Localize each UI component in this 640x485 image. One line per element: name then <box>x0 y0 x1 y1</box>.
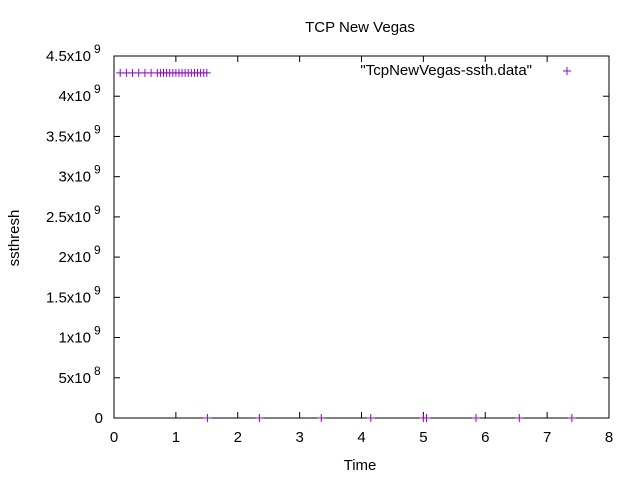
data-point <box>567 414 576 422</box>
x-tick-label: 8 <box>605 429 613 446</box>
y-tick-mantissa: 2x10 <box>58 249 91 266</box>
y-tick-mantissa: 3x10 <box>58 169 91 186</box>
y-tick-exponent: 9 <box>94 42 101 56</box>
y-tick-label: 5x10 8 <box>58 364 101 387</box>
y-tick-mantissa: 3.5x10 <box>46 128 91 145</box>
x-tick-label: 4 <box>357 429 365 446</box>
plot-frame <box>113 55 610 419</box>
x-tick-label: 7 <box>543 429 551 446</box>
data-point <box>422 414 431 422</box>
chart-title: TCP New Vegas <box>305 19 415 36</box>
x-tick-label: 3 <box>295 429 303 446</box>
x-tick-label: 6 <box>481 429 489 446</box>
y-tick-label: 1.5x10 9 <box>46 283 101 306</box>
y-tick-label: 2.5x10 9 <box>46 203 101 226</box>
y-tick-exponent: 9 <box>94 324 101 338</box>
y-tick-exponent: 9 <box>94 243 101 257</box>
y-tick-label: 3x10 9 <box>58 163 101 186</box>
y-tick-exponent: 9 <box>94 82 101 96</box>
x-tick-label: 1 <box>172 429 180 446</box>
data-point <box>255 414 264 422</box>
y-tick-label: 1x10 9 <box>58 324 101 347</box>
y-tick-label: 3.5x10 9 <box>46 122 101 145</box>
data-points <box>116 68 576 422</box>
y-tick-exponent: 9 <box>94 283 101 297</box>
x-tick-label: 5 <box>419 429 427 446</box>
y-tick-exponent: 9 <box>94 163 101 177</box>
y-tick-label: 2x10 9 <box>58 243 101 266</box>
y-tick-exponent: 9 <box>94 122 101 136</box>
y-tick-mantissa: 5x10 <box>58 370 91 387</box>
data-point <box>202 68 211 77</box>
y-tick-exponent: 9 <box>94 203 101 217</box>
data-point <box>471 414 480 422</box>
x-axis-ticks: 0 1 2 3 4 5 6 7 8 <box>110 56 613 446</box>
y-axis-label: ssthresh <box>6 210 23 267</box>
legend: "TcpNewVegas-ssth.data" <box>360 62 571 79</box>
y-tick-mantissa: 0 <box>95 410 103 427</box>
legend-label: "TcpNewVegas-ssth.data" <box>360 62 532 79</box>
legend-marker <box>563 67 571 75</box>
x-tick-label: 0 <box>110 429 118 446</box>
legend-plus-marker <box>563 67 571 75</box>
data-point <box>366 414 375 422</box>
y-tick-mantissa: 4.5x10 <box>46 48 91 65</box>
x-axis-label: Time <box>344 457 377 474</box>
y-tick-mantissa: 1.5x10 <box>46 289 91 306</box>
data-point <box>515 414 524 422</box>
y-tick-label: 0 <box>95 410 103 427</box>
y-tick-mantissa: 1x10 <box>58 330 91 347</box>
data-point <box>317 414 326 422</box>
y-tick-mantissa: 4x10 <box>58 88 91 105</box>
y-tick-label: 4x10 9 <box>58 82 101 105</box>
y-tick-mantissa: 2.5x10 <box>46 209 91 226</box>
x-tick-label: 2 <box>234 429 242 446</box>
y-tick-label: 4.5x10 9 <box>46 42 101 65</box>
y-tick-exponent: 8 <box>94 364 101 378</box>
data-point <box>203 414 212 422</box>
